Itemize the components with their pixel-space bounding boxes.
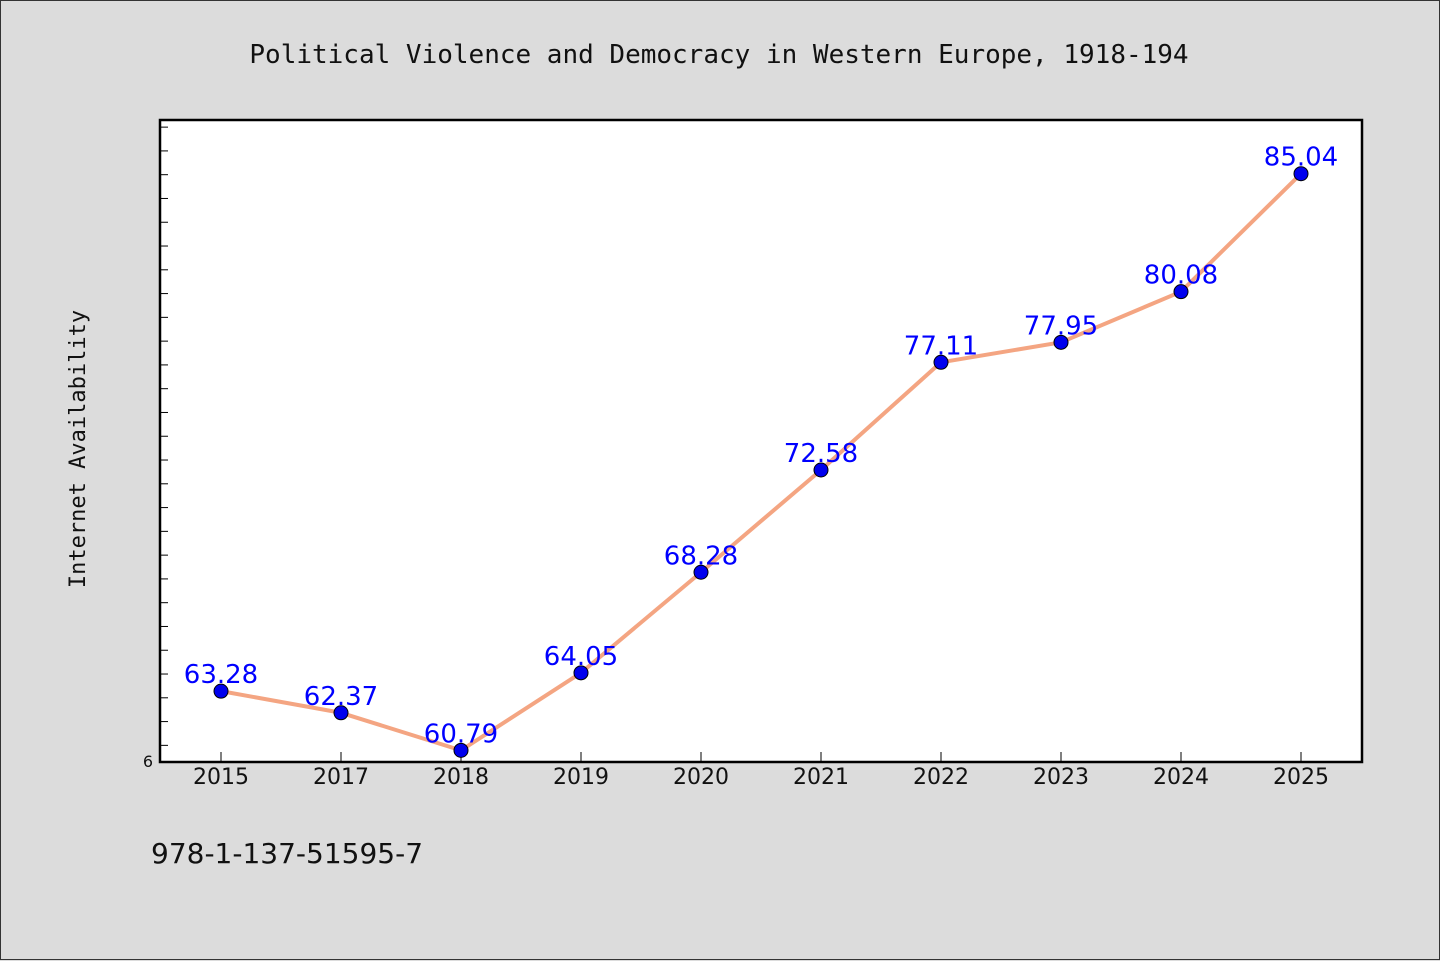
- series-line: [220, 172, 1303, 753]
- data-label: 77.11: [904, 331, 978, 361]
- x-tick-label: 2023: [1033, 765, 1089, 790]
- data-point: [1173, 284, 1189, 300]
- x-tick-label: 2022: [913, 765, 969, 790]
- y-axis-ticks: [160, 126, 168, 746]
- data-point: [933, 354, 949, 370]
- x-tick-label: 2017: [313, 765, 369, 790]
- footer-isbn: 978-1-137-51595-7: [151, 837, 423, 870]
- data-point: [333, 705, 349, 721]
- data-point: [213, 683, 229, 699]
- data-label: 60.79: [424, 719, 498, 749]
- x-axis-tick-labels: 2015 2017 2018 2019 2020 2021 2022 2023 2024 2025: [193, 765, 1329, 790]
- x-tick-label: 2024: [1153, 765, 1209, 790]
- data-point: [813, 462, 829, 478]
- x-tick-label: 2015: [193, 765, 249, 790]
- data-point: [453, 742, 469, 758]
- x-tick-label: 2018: [433, 765, 489, 790]
- data-label: 85.04: [1264, 143, 1338, 173]
- data-labels: 63.28 62.37 60.79 64.05 68.28 72.58 77.11 77.95…: [184, 143, 1338, 750]
- data-label: 72.58: [784, 439, 858, 469]
- data-point: [1293, 166, 1309, 182]
- x-tick-label: 2021: [793, 765, 849, 790]
- data-label: 62.37: [304, 682, 378, 712]
- y-tick-label: 6: [143, 752, 153, 771]
- data-markers: [213, 166, 1309, 758]
- data-label: 80.08: [1144, 261, 1218, 291]
- x-tick-label: 2020: [673, 765, 729, 790]
- x-tick-label: 2019: [553, 765, 609, 790]
- data-label: 64.05: [544, 642, 618, 672]
- y-axis-label: Internet Availability: [66, 310, 91, 588]
- data-label: 63.28: [184, 660, 258, 690]
- x-tick-label: 2025: [1273, 765, 1329, 790]
- chart-title: Political Violence and Democracy in West…: [249, 40, 1188, 70]
- data-point: [693, 564, 709, 580]
- data-point: [573, 665, 589, 681]
- data-label: 68.28: [664, 541, 738, 571]
- data-point: [1053, 334, 1069, 350]
- data-label: 77.95: [1024, 311, 1098, 341]
- plot-area: [158, 118, 1364, 764]
